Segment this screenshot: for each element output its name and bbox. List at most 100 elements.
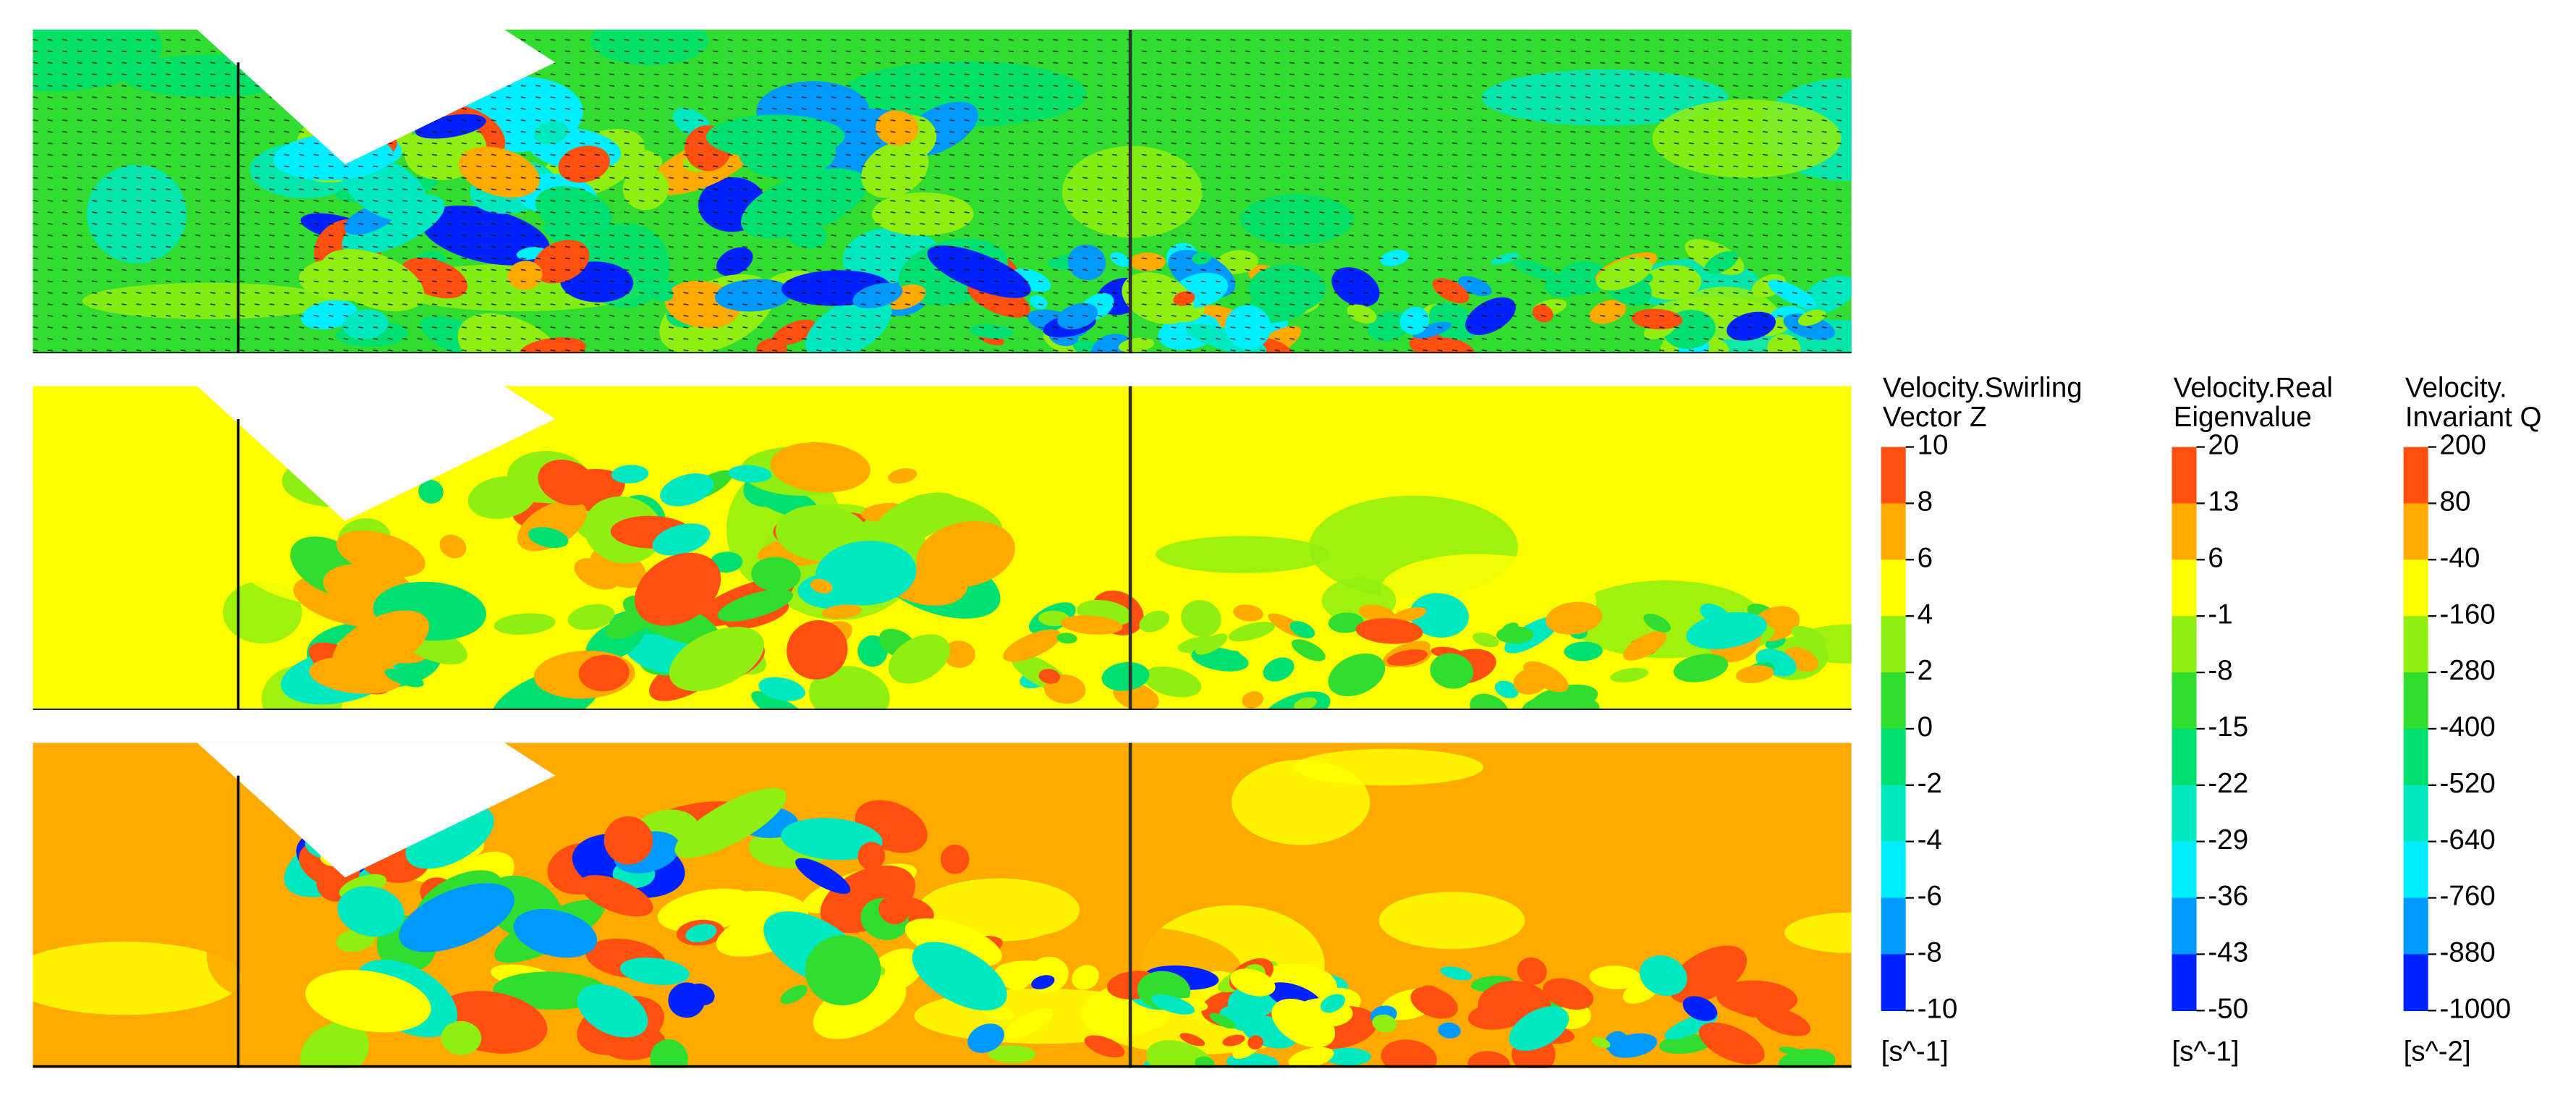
tick-label: 2 bbox=[1918, 655, 1933, 686]
contour-blob bbox=[728, 465, 772, 483]
contour-blob bbox=[1410, 986, 1458, 1019]
contour-blob bbox=[1143, 666, 1202, 698]
contour-blob bbox=[787, 620, 848, 680]
contour-blob bbox=[660, 473, 714, 507]
color-band bbox=[2403, 672, 2428, 730]
contour-blob bbox=[1222, 1034, 1245, 1047]
contour-blob bbox=[493, 613, 556, 635]
contour-blob bbox=[888, 468, 918, 484]
contour-blob bbox=[904, 918, 1002, 967]
contour-blob bbox=[795, 858, 851, 895]
colorbar-unit: [s^-2] bbox=[2404, 1036, 2471, 1068]
contour-blob bbox=[669, 627, 764, 691]
tick-label: 0 bbox=[1918, 711, 1933, 743]
contour-blob bbox=[1546, 601, 1603, 635]
contour-region bbox=[33, 430, 231, 489]
color-band bbox=[1881, 503, 1906, 560]
tick-label: 20 bbox=[2208, 430, 2239, 461]
contour-blob bbox=[770, 442, 870, 493]
contour-blob bbox=[1288, 1047, 1334, 1068]
contour-blob bbox=[1467, 1051, 1510, 1068]
contour-blob bbox=[578, 654, 630, 692]
contour-blob bbox=[418, 479, 444, 504]
contour-blob bbox=[967, 1023, 1004, 1053]
contour-blob bbox=[717, 589, 793, 622]
tick-label: -6 bbox=[1918, 881, 1942, 912]
color-band bbox=[1881, 954, 1906, 1011]
contour-panels bbox=[33, 29, 1852, 1068]
tick-label: 8 bbox=[1918, 486, 1933, 517]
tick-label: -40 bbox=[2440, 542, 2480, 573]
contour-blob bbox=[1328, 612, 1364, 633]
tick-label: -880 bbox=[2440, 937, 2496, 968]
color-band bbox=[2403, 954, 2428, 1011]
contour-blob bbox=[1181, 600, 1221, 637]
contour-blob bbox=[1195, 633, 1228, 655]
tick-label: -43 bbox=[2208, 937, 2248, 968]
contour-blob bbox=[611, 465, 649, 483]
contour-region bbox=[1155, 536, 1330, 573]
color-band bbox=[2172, 672, 2197, 730]
contour-blob bbox=[668, 982, 706, 1018]
contour-blob bbox=[1289, 621, 1315, 638]
color-band bbox=[2172, 841, 2197, 899]
contour-blob bbox=[650, 1039, 688, 1068]
colorbar-unit: [s^-1] bbox=[1881, 1036, 1949, 1068]
contour-blob bbox=[810, 578, 833, 593]
contour-blob bbox=[405, 805, 494, 869]
contour-blob bbox=[1522, 693, 1600, 710]
color-band bbox=[2403, 785, 2428, 842]
contour-blob bbox=[1320, 994, 1345, 1013]
contour-blob bbox=[1291, 639, 1326, 662]
tick-label: -8 bbox=[2208, 655, 2232, 686]
tick-label: 6 bbox=[2208, 542, 2223, 573]
contour-blob bbox=[1151, 994, 1195, 1015]
contour-blob bbox=[574, 558, 620, 590]
tick-label: -50 bbox=[2208, 993, 2248, 1024]
colorbar-title: Velocity.Real bbox=[2174, 372, 2333, 403]
tick-label: -520 bbox=[2440, 768, 2496, 799]
tick-label: -1 bbox=[2208, 599, 2232, 630]
colorbar-title: Velocity. bbox=[2405, 372, 2507, 403]
contour-panel bbox=[33, 29, 1852, 354]
color-band bbox=[1881, 447, 1906, 504]
colorbar-unit: [s^-1] bbox=[2172, 1036, 2239, 1068]
contour-blob bbox=[805, 935, 881, 1006]
color-band bbox=[2172, 728, 2197, 786]
contour-blob bbox=[912, 942, 1007, 1011]
color-band bbox=[2403, 503, 2428, 560]
contour-blob bbox=[1209, 1013, 1236, 1029]
tick-label: 6 bbox=[1918, 542, 1933, 573]
contour-blob bbox=[1686, 612, 1767, 649]
color-band bbox=[1881, 616, 1906, 673]
contour-blob bbox=[1509, 1006, 1569, 1051]
contour-blob bbox=[1324, 1047, 1371, 1066]
contour-blob bbox=[999, 962, 1031, 990]
contour-blob bbox=[528, 527, 569, 549]
contour-blob bbox=[1639, 955, 1687, 997]
contour-blob bbox=[1726, 990, 1774, 1018]
contour-blob bbox=[1673, 654, 1729, 682]
contour-blob bbox=[1004, 1008, 1053, 1039]
contour-blob bbox=[1430, 653, 1474, 689]
color-band bbox=[2403, 616, 2428, 673]
contour-blob bbox=[579, 875, 653, 917]
color-band bbox=[2172, 503, 2197, 560]
contour-blob bbox=[467, 476, 536, 520]
tick-label: -280 bbox=[2440, 655, 2496, 686]
color-band bbox=[1881, 559, 1906, 617]
tick-label: 80 bbox=[2440, 486, 2471, 517]
contour-blob bbox=[1003, 629, 1062, 662]
tick-label: 10 bbox=[1918, 430, 1949, 461]
colorbar-title: Vector Z bbox=[1883, 402, 1987, 433]
contour-blob bbox=[888, 634, 951, 684]
color-band bbox=[2172, 616, 2197, 673]
contour-blob bbox=[751, 557, 801, 592]
contour-region bbox=[1232, 759, 1370, 845]
contour-blob bbox=[652, 523, 711, 556]
contour-blob bbox=[857, 842, 886, 870]
contour-blob bbox=[1221, 650, 1241, 662]
contour-blob bbox=[1564, 641, 1603, 662]
contour-region bbox=[33, 942, 242, 1015]
